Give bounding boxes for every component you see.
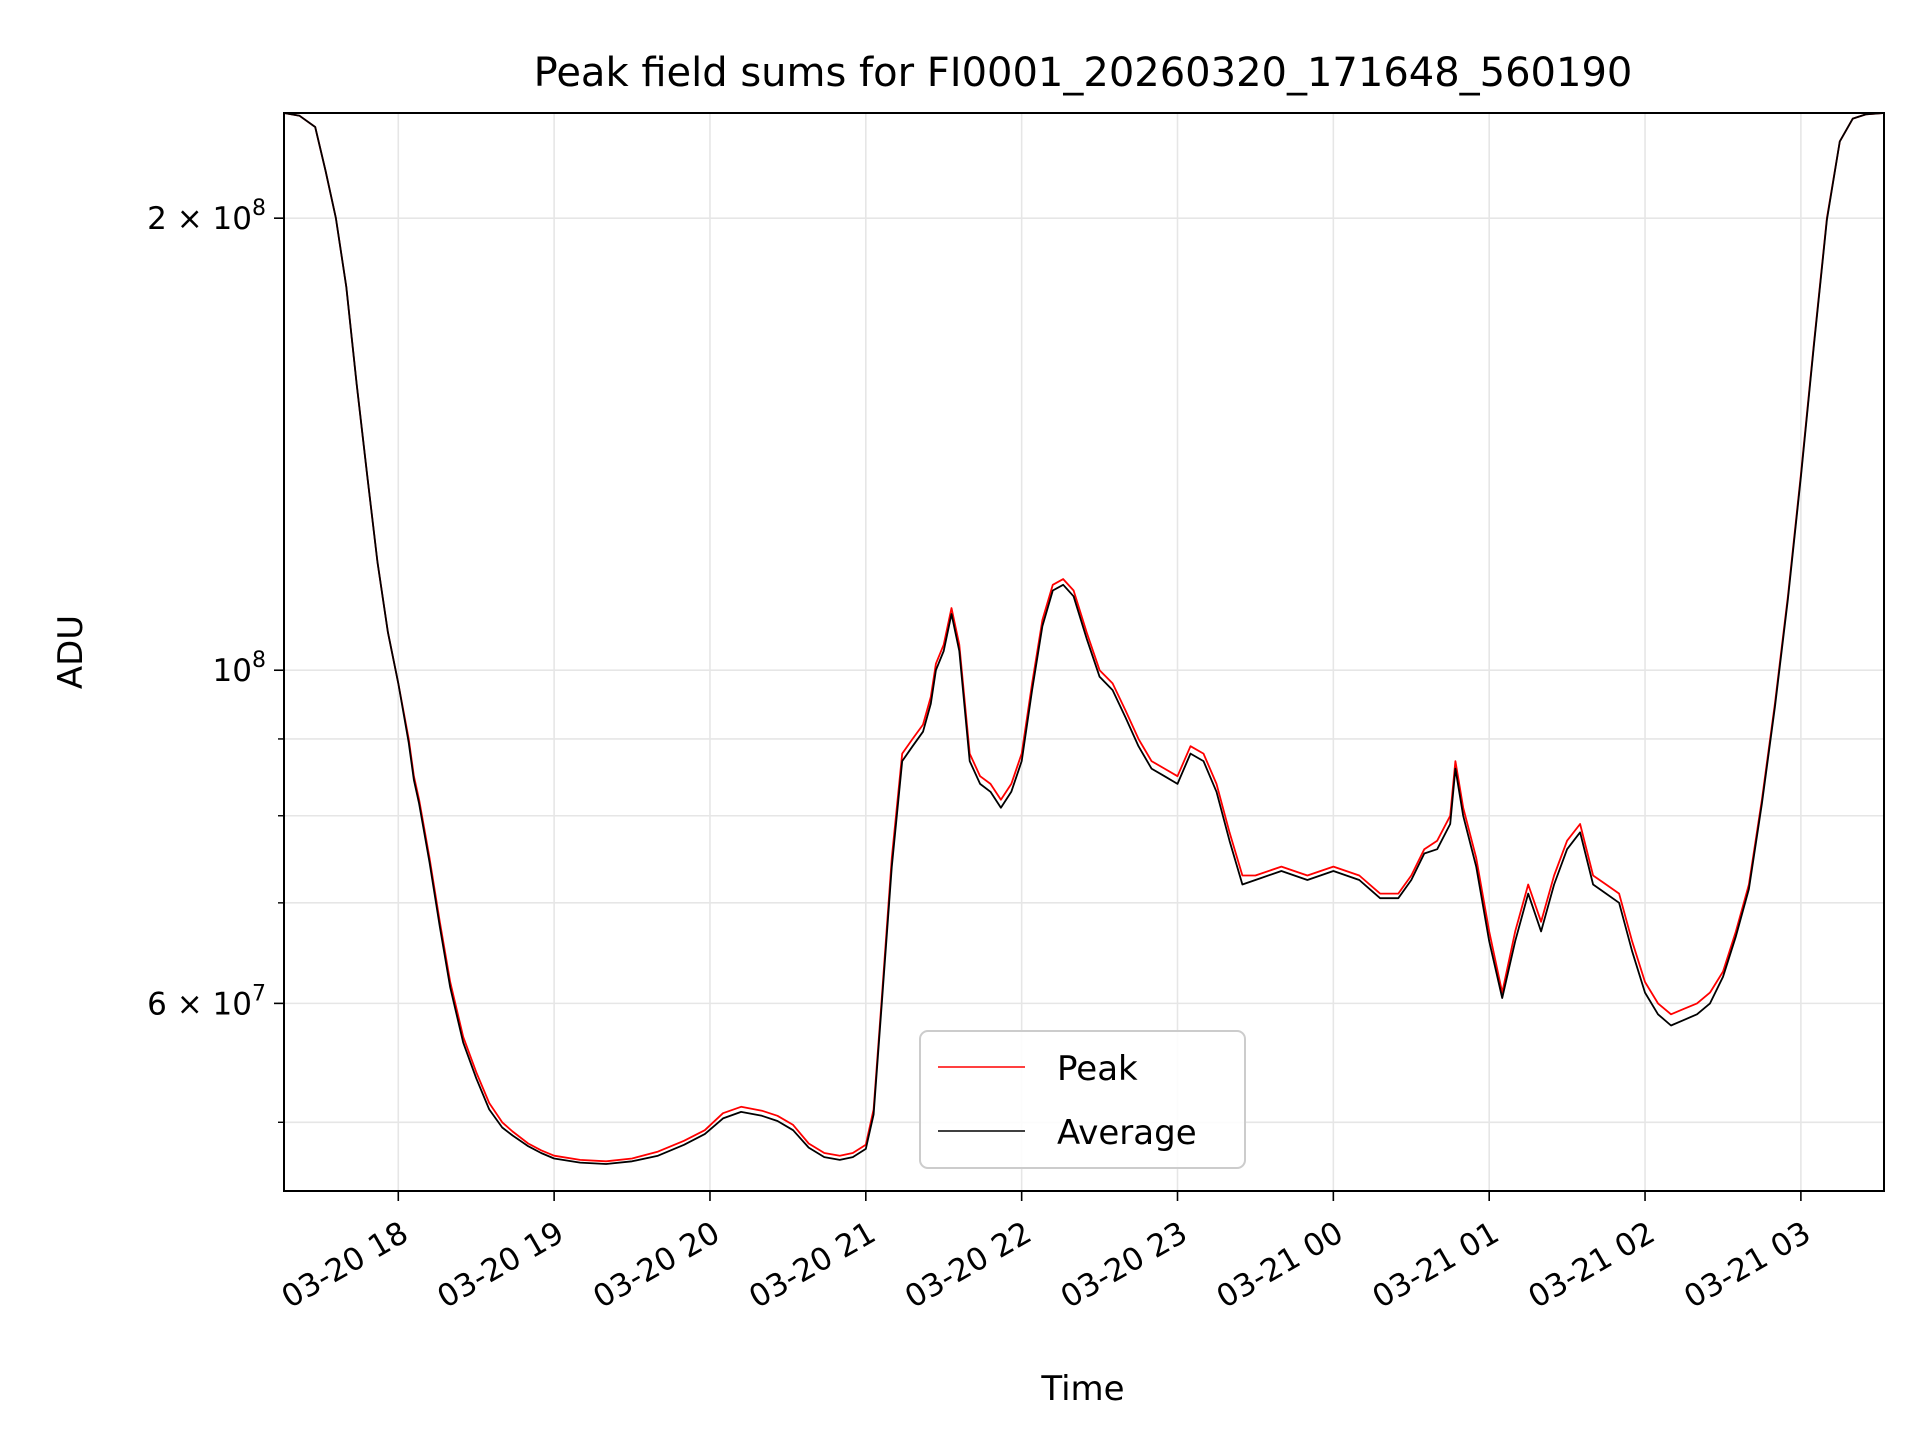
y-tick-label: 108 — [213, 648, 266, 689]
chart-title: Peak field sums for FI0001_20260320_1716… — [534, 50, 1633, 96]
y-tick-label: 6 × 107 — [147, 981, 266, 1022]
x-axis-label: Time — [1040, 1369, 1124, 1409]
legend-box — [919, 1030, 1246, 1169]
legend-label-average: Average — [1057, 1113, 1197, 1153]
series-line-average — [283, 112, 1885, 1165]
legend: Peak Average — [919, 1030, 1246, 1169]
y-axis: 6 × 107 108 2 × 108 — [147, 196, 284, 1123]
plot-frame — [283, 112, 1885, 1192]
series-line-peak — [283, 112, 1885, 1163]
legend-label-peak: Peak — [1057, 1049, 1138, 1089]
y-axis-label: ADU — [51, 615, 91, 689]
series-layer — [283, 112, 1885, 1165]
y-tick-label: 2 × 108 — [147, 196, 266, 237]
